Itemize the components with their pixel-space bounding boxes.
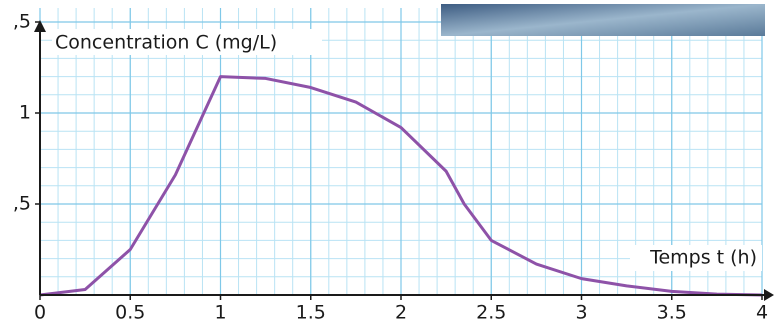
x-tick-label: 2 xyxy=(395,302,407,324)
photo xyxy=(441,4,765,36)
y-tick-label: ,5 xyxy=(13,193,31,215)
label-bg xyxy=(630,245,762,271)
x-axis-label: Temps t (h) xyxy=(649,247,757,269)
y-axis-label: Concentration C (mg/L) xyxy=(55,32,277,54)
x-tick-label: 4 xyxy=(756,302,768,324)
plot xyxy=(39,75,763,297)
label-bg xyxy=(52,29,322,55)
x-tick-label: 1 xyxy=(214,302,226,324)
x-tick-label: 2.5 xyxy=(476,302,506,324)
y-axis-arrow xyxy=(34,20,46,32)
curve xyxy=(39,75,763,297)
x-axis-arrow xyxy=(764,289,774,301)
x-tick-label: 3.5 xyxy=(657,302,687,324)
y-tick-label: ,5 xyxy=(13,11,31,33)
x-tick-label: 3 xyxy=(575,302,587,324)
y-tick-label: 1 xyxy=(19,102,31,124)
x-tick-label: 0.5 xyxy=(115,302,145,324)
x-tick-label: 1.5 xyxy=(296,302,326,324)
x-tick-label: 0 xyxy=(34,302,46,324)
